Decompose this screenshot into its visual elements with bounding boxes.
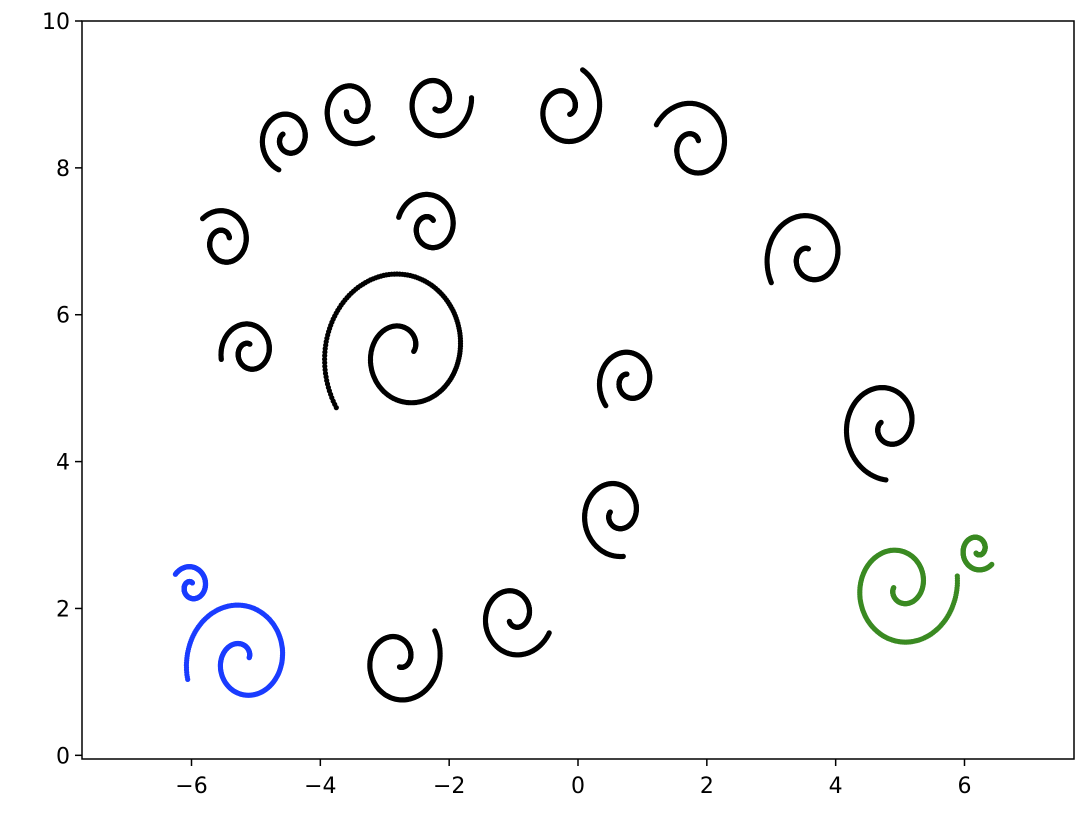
scatter-point bbox=[432, 628, 438, 634]
plot-marks bbox=[172, 67, 995, 703]
y-tick-label: 0 bbox=[56, 744, 70, 769]
scatter-point bbox=[580, 67, 586, 73]
y-tick-label: 6 bbox=[56, 304, 70, 329]
plot-frame bbox=[81, 20, 1075, 760]
x-tick-label: −6 bbox=[175, 774, 207, 799]
y-tick-label: 10 bbox=[42, 10, 70, 35]
series-blue-spiral bbox=[172, 564, 286, 698]
scatter-point bbox=[218, 356, 224, 362]
series-green-spiral bbox=[857, 534, 995, 645]
x-tick-label: −2 bbox=[433, 774, 465, 799]
scatter-point bbox=[620, 553, 626, 560]
x-tick-label: 2 bbox=[700, 774, 714, 799]
x-axis-ticks: −6 −4 −2 0 2 4 6 bbox=[175, 759, 971, 799]
scatter-point bbox=[989, 561, 995, 568]
scatter-point bbox=[954, 573, 960, 579]
scatter-point bbox=[370, 135, 376, 141]
scatter-point bbox=[276, 167, 282, 173]
x-tick-label: 4 bbox=[829, 774, 843, 799]
scatter-point bbox=[185, 676, 191, 683]
y-axis-ticks: 0 2 4 6 8 10 bbox=[42, 10, 82, 769]
scatter-point bbox=[396, 214, 402, 220]
scatter-point bbox=[768, 280, 774, 286]
scatter-point bbox=[468, 95, 475, 101]
scatter-point bbox=[883, 477, 889, 483]
scatter-point bbox=[603, 403, 609, 409]
scatter-point bbox=[200, 216, 206, 222]
scatter-point bbox=[333, 405, 339, 411]
x-tick-label: −4 bbox=[304, 774, 336, 799]
x-tick-label: 0 bbox=[571, 774, 585, 799]
y-tick-label: 2 bbox=[56, 597, 70, 622]
x-tick-label: 6 bbox=[957, 774, 971, 799]
y-tick-label: 8 bbox=[56, 157, 70, 182]
y-tick-label: 4 bbox=[56, 451, 70, 476]
scatter-point bbox=[172, 571, 178, 577]
scatter-point bbox=[653, 122, 660, 128]
scatter-point bbox=[546, 630, 552, 636]
series-main-spiral bbox=[200, 67, 915, 703]
